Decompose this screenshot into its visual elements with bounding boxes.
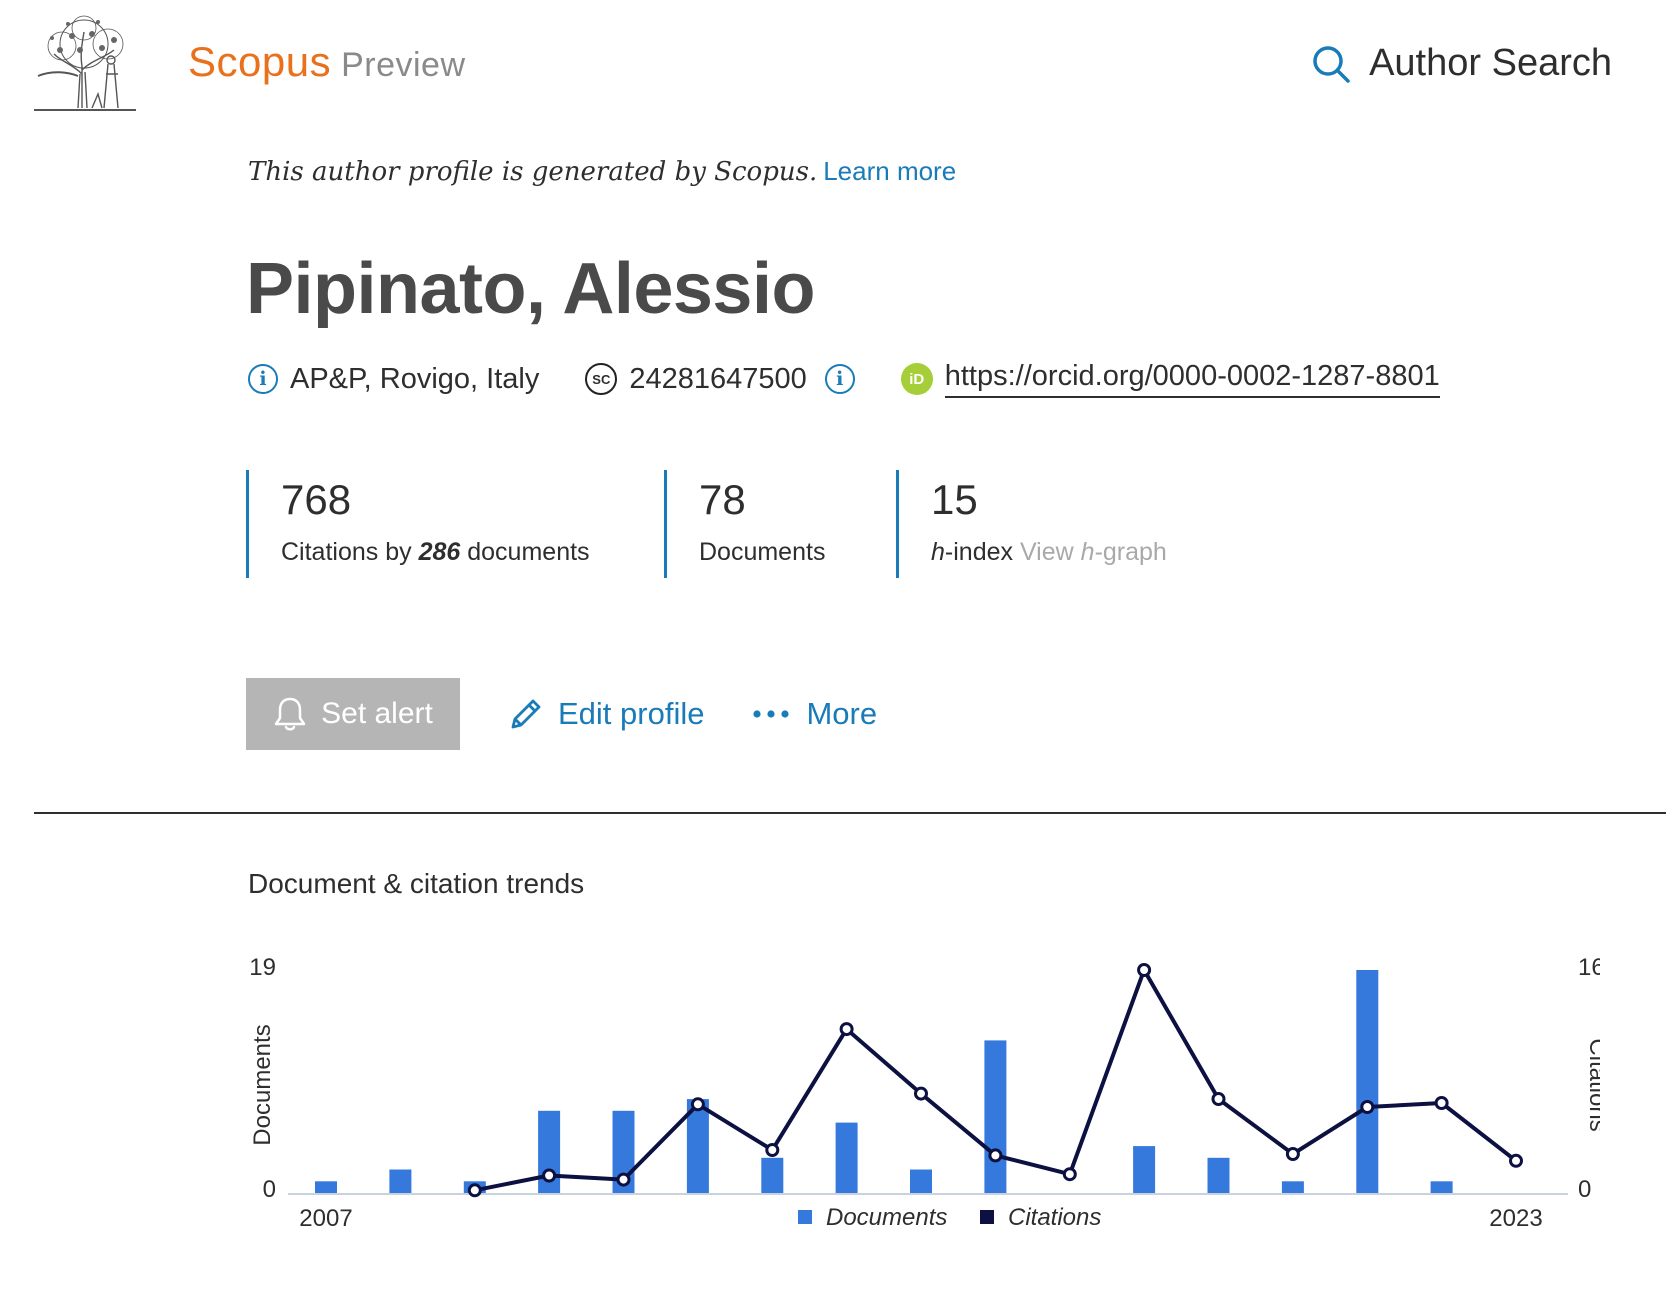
- citations-point-2019[interactable]: [1211, 1092, 1226, 1106]
- scopus-id-icon: SC: [585, 363, 618, 395]
- learn-more-link[interactable]: Learn more: [823, 156, 957, 186]
- x-axis-first-label: 2007: [299, 1205, 352, 1232]
- hindex-rest: -index: [944, 538, 1013, 566]
- citations-point-2014[interactable]: [839, 1022, 854, 1037]
- documents-bar-2016[interactable]: [984, 1040, 1007, 1193]
- h-graph-h: h: [1080, 538, 1095, 566]
- trends-title: Document & citation trends: [248, 868, 585, 899]
- citations-point-2018[interactable]: [1137, 963, 1152, 977]
- y-axis-title: Documents: [249, 1024, 276, 1145]
- citations-point-2022[interactable]: [1434, 1096, 1449, 1110]
- scopus-id: SC 24281647500 i: [585, 362, 855, 396]
- elsevier-tree-logo[interactable]: [32, 14, 138, 114]
- legend-documents-label: Documents: [826, 1204, 947, 1231]
- citations-point-2010[interactable]: [542, 1168, 557, 1183]
- y-axis-min-label: 0: [263, 1176, 276, 1203]
- h-graph-post: -graph: [1094, 538, 1167, 566]
- more-button[interactable]: More: [752, 696, 877, 732]
- set-alert-label: Set alert: [321, 697, 433, 730]
- notice-text: This author profile is generated by Scop…: [248, 157, 818, 187]
- legend-citations-label: Citations: [1008, 1204, 1101, 1231]
- citations-point-2023[interactable]: [1509, 1153, 1523, 1168]
- info-icon[interactable]: i: [248, 364, 278, 394]
- scopus-id-info-icon[interactable]: i: [824, 364, 855, 394]
- brand-sub: Preview: [341, 46, 466, 84]
- chart-legend: Documents Citations: [798, 1204, 1101, 1231]
- hindex-label: h-index View h-graph: [931, 538, 1226, 567]
- orcid: iD https://orcid.org/0000-0002-1287-8801: [900, 360, 1440, 398]
- documents-bar-2012[interactable]: [686, 1099, 709, 1193]
- edit-profile-button[interactable]: Edit profile: [508, 696, 704, 732]
- citations-point-2016[interactable]: [988, 1148, 1003, 1163]
- search-icon: [1313, 45, 1350, 83]
- citations-label-post: documents: [467, 538, 590, 566]
- documents-bar-2018[interactable]: [1133, 1146, 1156, 1193]
- view-h-graph-link[interactable]: View h-graph: [1020, 538, 1167, 566]
- documents-label: Documents: [699, 538, 826, 566]
- citations-point-2021[interactable]: [1360, 1100, 1375, 1114]
- legend-documents-swatch: [798, 1210, 812, 1224]
- documents-bar-2013[interactable]: [761, 1157, 784, 1193]
- metric-documents[interactable]: 78 Documents: [664, 470, 896, 578]
- citations-point-2015[interactable]: [914, 1086, 928, 1101]
- citations-label-pre: Citations by: [281, 538, 412, 566]
- y2-axis-title: Citations: [1584, 1038, 1600, 1131]
- documents-bar-2022[interactable]: [1430, 1181, 1453, 1193]
- orcid-link[interactable]: https://orcid.org/0000-0002-1287-8801: [944, 360, 1440, 398]
- citations-label: Citations by 286 documents: [281, 538, 664, 567]
- metric-citations[interactable]: 768 Citations by 286 documents: [246, 470, 664, 578]
- documents-bar-2019[interactable]: [1207, 1157, 1230, 1193]
- scopus-id-text: 24281647500: [629, 362, 807, 395]
- citations-point-2017[interactable]: [1062, 1167, 1077, 1182]
- section-divider: [34, 812, 1666, 814]
- brand-name: Scopus: [188, 38, 332, 85]
- pencil-icon: [511, 699, 541, 729]
- y-axis-max-label: 19: [249, 954, 276, 981]
- citations-point-2009[interactable]: [467, 1183, 482, 1198]
- more-label: More: [806, 696, 878, 731]
- author-search-button[interactable]: Author Search: [1311, 42, 1612, 85]
- citations-point-2013[interactable]: [765, 1143, 780, 1157]
- citing-documents-count: 286: [418, 538, 461, 566]
- citations-point-2011[interactable]: [616, 1172, 631, 1187]
- h-graph-pre: View: [1019, 538, 1074, 566]
- profile-actions: Set alert Edit profile More: [246, 678, 877, 750]
- documents-bar-2008[interactable]: [389, 1169, 412, 1194]
- metric-hindex: 15 h-index View h-graph: [896, 470, 1226, 578]
- documents-bar-2014[interactable]: [835, 1122, 858, 1193]
- documents-bar-2020[interactable]: [1281, 1181, 1304, 1193]
- documents-bar-2015[interactable]: [910, 1169, 932, 1194]
- documents-count: 78: [699, 476, 746, 523]
- hindex-h: h: [931, 538, 945, 566]
- y2-axis-max-label: 166: [1578, 954, 1600, 981]
- citations-point-2012[interactable]: [690, 1097, 705, 1112]
- more-dots-icon: [753, 710, 790, 718]
- affiliation-text: AP&P, Rovigo, Italy: [290, 362, 540, 395]
- y2-axis-min-label: 0: [1578, 1176, 1591, 1203]
- author-name: Pipinato, Alessio: [246, 249, 815, 329]
- hindex-value: 15: [931, 476, 978, 523]
- set-alert-button[interactable]: Set alert: [246, 678, 460, 750]
- orcid-icon: iD: [900, 363, 933, 395]
- legend-citations-swatch: [980, 1210, 994, 1224]
- profile-notice: This author profile is generated by Scop…: [248, 156, 956, 187]
- author-metrics: 768 Citations by 286 documents 78 Docume…: [246, 470, 1226, 578]
- citations-line: [467, 963, 1523, 1198]
- document-citation-trends-chart: 19 0 166 0 Documents Citations 2007 2023…: [249, 954, 1600, 1232]
- author-search-label: Author Search: [1369, 42, 1612, 84]
- documents-bars: [315, 970, 1453, 1193]
- edit-profile-label: Edit profile: [558, 696, 705, 731]
- citations-count: 768: [281, 476, 352, 523]
- scopus-brand[interactable]: Scopus Preview: [188, 38, 466, 86]
- citations-point-2020[interactable]: [1285, 1147, 1300, 1161]
- documents-bar-2007[interactable]: [315, 1181, 337, 1193]
- bell-icon: [274, 697, 306, 731]
- affiliation: i AP&P, Rovigo, Italy: [248, 363, 539, 396]
- x-axis-last-label: 2023: [1489, 1205, 1542, 1232]
- author-meta: i AP&P, Rovigo, Italy SC 24281647500 i i…: [248, 360, 1440, 398]
- documents-bar-2021[interactable]: [1356, 970, 1379, 1193]
